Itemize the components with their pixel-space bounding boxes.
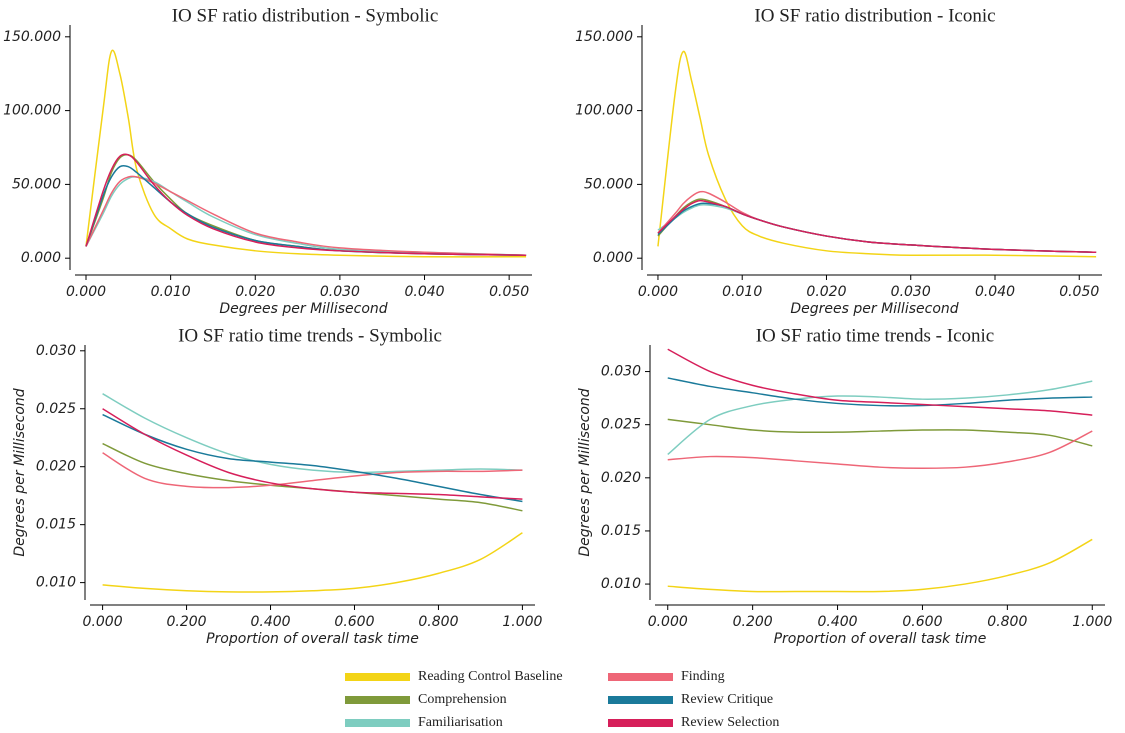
x-tick-label: 0.000 <box>66 284 106 300</box>
series-line <box>85 153 527 256</box>
y-tick-label: 0.010 <box>36 575 76 591</box>
x-tick-label: 1.000 <box>1072 614 1112 630</box>
legend-swatch <box>608 673 673 681</box>
series-line <box>667 377 1093 407</box>
legend-swatch <box>345 673 410 681</box>
y-tick-label: 50.000 <box>584 176 633 192</box>
legend-swatch <box>345 719 410 727</box>
chart-title: IO SF ratio time trends - Iconic <box>756 325 995 346</box>
chart-title: IO SF ratio distribution - Iconic <box>754 5 995 26</box>
y-tick-label: 50.000 <box>12 176 61 192</box>
legend-label: Comprehension <box>418 692 507 707</box>
legend-label: Familiarisation <box>418 715 503 730</box>
y-tick-label: 0.015 <box>601 523 641 539</box>
y-tick-label: 0.015 <box>36 517 76 533</box>
x-tick-label: 0.200 <box>167 614 207 630</box>
x-tick-label: 0.600 <box>902 614 942 630</box>
x-axis-label: Proportion of overall task time <box>774 631 987 647</box>
y-tick-label: 0.030 <box>601 364 641 380</box>
y-tick-label: 150.000 <box>3 29 61 45</box>
series-line <box>667 538 1093 593</box>
y-axis-label: Degrees per Millisecond <box>577 388 593 556</box>
x-tick-label: 0.040 <box>975 284 1015 300</box>
x-tick-label: 0.800 <box>987 614 1027 630</box>
y-tick-label: 100.000 <box>3 103 61 119</box>
series-line <box>657 203 1097 254</box>
x-tick-label: 0.030 <box>891 284 931 300</box>
series-line <box>657 202 1097 254</box>
chart-title: IO SF ratio time trends - Symbolic <box>178 325 442 346</box>
x-tick-label: 0.200 <box>733 614 773 630</box>
x-tick-label: 0.400 <box>818 614 858 630</box>
series-line <box>667 380 1093 456</box>
series-line <box>85 153 527 256</box>
x-axis-label: Proportion of overall task time <box>206 631 419 647</box>
x-tick-label: 0.000 <box>638 284 678 300</box>
x-tick-label: 0.030 <box>320 284 360 300</box>
series-line <box>102 393 523 474</box>
x-tick-label: 0.010 <box>722 284 762 300</box>
y-tick-label: 0.020 <box>36 459 76 475</box>
x-tick-label: 0.020 <box>806 284 846 300</box>
series-line <box>667 348 1093 416</box>
series-line <box>102 413 523 503</box>
x-tick-label: 0.400 <box>250 614 290 630</box>
x-tick-label: 0.020 <box>235 284 275 300</box>
legend-label: Review Selection <box>681 715 779 730</box>
x-tick-label: 0.000 <box>648 614 688 630</box>
x-axis-label: Degrees per Millisecond <box>790 301 958 317</box>
y-tick-label: 0.000 <box>21 250 61 266</box>
series-line <box>667 418 1093 447</box>
y-tick-label: 0.000 <box>593 250 633 266</box>
x-tick-label: 0.010 <box>151 284 191 300</box>
legend-swatch <box>345 696 410 704</box>
y-tick-label: 0.020 <box>601 470 641 486</box>
series-line <box>667 430 1093 470</box>
y-tick-label: 150.000 <box>575 29 633 45</box>
legend-swatch <box>608 719 673 727</box>
series-line <box>85 175 527 256</box>
series-line <box>102 408 523 500</box>
x-tick-label: 0.050 <box>1059 284 1099 300</box>
series-line <box>657 199 1097 254</box>
x-axis-label: Degrees per Millisecond <box>219 301 387 317</box>
y-tick-label: 100.000 <box>575 103 633 119</box>
legend-swatch <box>608 696 673 704</box>
series-line <box>657 50 1097 258</box>
x-tick-label: 0.000 <box>83 614 123 630</box>
x-tick-label: 0.600 <box>334 614 374 630</box>
series-line <box>102 452 523 489</box>
y-axis-label: Degrees per Millisecond <box>12 388 28 556</box>
chart-title: IO SF ratio distribution - Symbolic <box>172 5 439 26</box>
legend-label: Reading Control Baseline <box>418 669 563 684</box>
series-line <box>102 532 523 593</box>
x-tick-label: 1.000 <box>502 614 542 630</box>
x-tick-label: 0.040 <box>404 284 444 300</box>
series-line <box>102 442 523 512</box>
y-tick-label: 0.025 <box>36 401 76 417</box>
legend-label: Finding <box>681 669 725 684</box>
x-tick-label: 0.800 <box>418 614 458 630</box>
legend-label: Review Critique <box>681 692 773 707</box>
y-tick-label: 0.025 <box>601 417 641 433</box>
y-tick-label: 0.010 <box>601 576 641 592</box>
x-tick-label: 0.050 <box>489 284 529 300</box>
y-tick-label: 0.030 <box>36 343 76 359</box>
series-line <box>85 49 527 258</box>
